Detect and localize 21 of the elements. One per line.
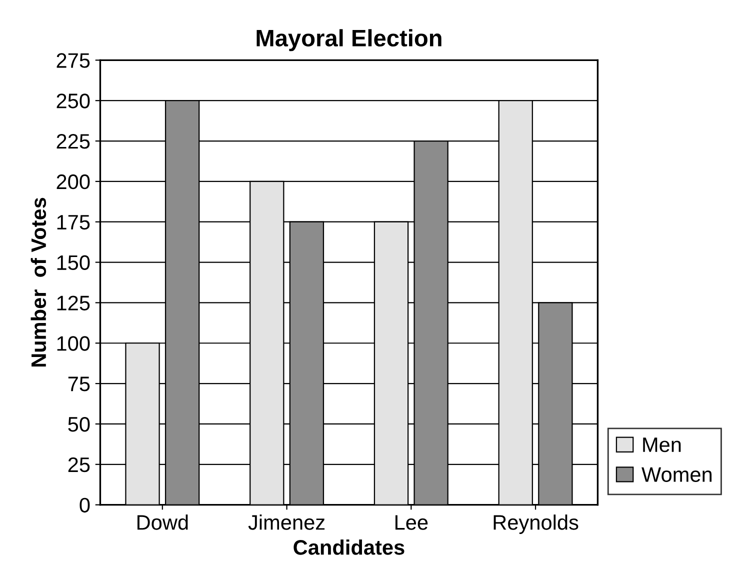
x-tick-label: Reynolds [494,514,578,534]
y-tick-label: 50 [68,416,90,432]
legend-label: Women [642,467,712,482]
x-tick-label: Jimenez [248,514,325,530]
y-tick-label: 175 [57,215,90,230]
y-axis-title: Number of Votes [30,198,46,367]
y-tick-label: 25 [68,457,90,472]
chart-title: Mayoral Election [256,29,442,52]
x-tick-label: Lee [395,515,428,530]
y-tick-label: 200 [56,174,90,190]
y-tick-label: 100 [57,336,90,351]
x-tick-label: Dowd [137,514,188,530]
x-axis-title: Candidates [294,540,404,555]
y-tick-label: 125 [57,296,90,310]
y-tick-label: 275 [56,53,90,68]
legend-label: Men [643,438,681,452]
y-tick-label: 150 [57,255,90,270]
y-tick-label: 250 [56,94,90,108]
y-tick-label: 225 [56,134,90,149]
y-tick-label: 0 [80,498,90,513]
y-tick-label: 75 [68,376,90,392]
